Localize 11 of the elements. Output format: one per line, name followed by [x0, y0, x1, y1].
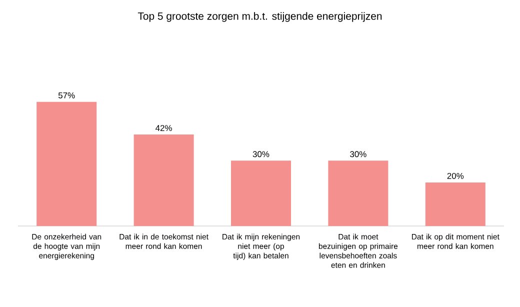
data-label: 57%: [58, 92, 75, 98]
bar: [425, 182, 486, 226]
bar: [328, 160, 388, 226]
data-label: 30%: [350, 151, 366, 158]
data-label: 20%: [447, 172, 464, 179]
bar: [231, 160, 291, 226]
data-label: 30%: [252, 151, 270, 158]
bar: [134, 134, 194, 226]
bar: [36, 102, 97, 226]
chart-title: Top 5 grootste zorgen m.b.t. stijgende energieprijzen: [138, 12, 382, 22]
data-label: 42%: [156, 125, 172, 132]
